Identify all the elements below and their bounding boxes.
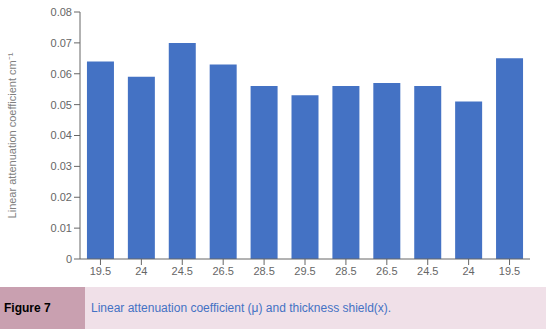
svg-text:0.03: 0.03	[51, 160, 72, 172]
svg-text:0.06: 0.06	[51, 68, 72, 80]
svg-text:Linear attenuation coefficient: Linear attenuation coefficient cm⁻¹	[8, 52, 18, 218]
svg-text:26.5: 26.5	[376, 265, 397, 277]
svg-text:24.5: 24.5	[417, 265, 438, 277]
svg-text:29.5: 29.5	[294, 265, 315, 277]
svg-text:24.5: 24.5	[172, 265, 193, 277]
svg-text:19.5: 19.5	[499, 265, 520, 277]
html-text:Figure 7: Figure 7	[4, 301, 51, 315]
svg-text:24: 24	[135, 265, 147, 277]
svg-text:0.01: 0.01	[51, 222, 72, 234]
svg-text:24: 24	[463, 265, 475, 277]
svg-text:19.5: 19.5	[90, 265, 111, 277]
svg-text:0.04: 0.04	[51, 129, 72, 141]
svg-text:0.07: 0.07	[51, 37, 72, 49]
svg-text:0.08: 0.08	[51, 6, 72, 18]
html-text:Linear attenuation coefficient: Linear attenuation coefficient (μ) and t…	[91, 301, 392, 315]
svg-text:0.05: 0.05	[51, 99, 72, 111]
svg-text:0.02: 0.02	[51, 191, 72, 203]
svg-text:26.5: 26.5	[212, 265, 233, 277]
svg-text:28.5: 28.5	[253, 265, 274, 277]
svg-text:28.5: 28.5	[335, 265, 356, 277]
svg-text:0: 0	[66, 253, 72, 265]
